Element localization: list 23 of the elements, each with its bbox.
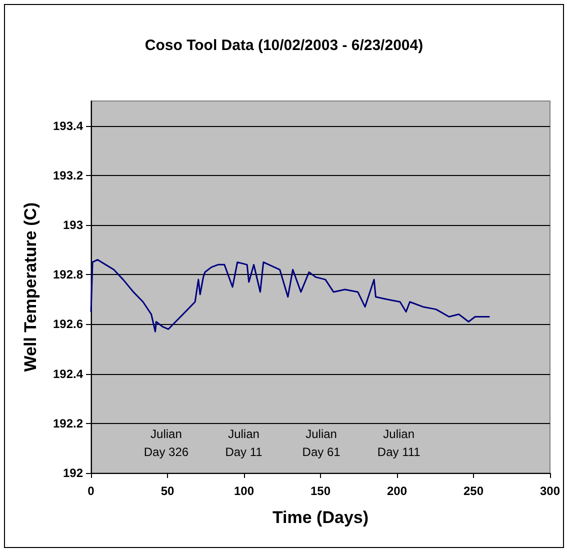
annotation: Julian Day 326 — [144, 427, 189, 459]
x-tick-label: 100 — [234, 484, 254, 498]
y-tick-label: 193.4 — [52, 118, 84, 133]
annotation: Julian Day 61 — [302, 427, 341, 459]
y-axis-title: Well Temperature (C) — [21, 202, 40, 372]
y-tick-label: 193 — [62, 218, 84, 232]
y-tick-label: 193.2 — [52, 168, 84, 182]
x-tick-label: 150 — [310, 484, 331, 498]
y-tick-label: 192.8 — [52, 268, 84, 282]
x-tick-label: 200 — [386, 484, 408, 498]
x-tick-label: 0 — [88, 484, 95, 498]
x-tick-label: 250 — [463, 484, 484, 498]
x-axis-title: Time (Days) — [272, 508, 369, 527]
annotation: Julian Day 111 — [377, 427, 421, 459]
line-series — [90, 258, 490, 332]
x-tick-label: 300 — [540, 484, 560, 498]
y-tick-label: 192 — [62, 466, 84, 480]
y-tick-label: 192.6 — [52, 317, 84, 332]
y-tick-label: 192.4 — [52, 366, 84, 381]
x-tick-label: 50 — [160, 484, 174, 498]
annotation: Julian Day 11 — [225, 427, 263, 459]
y-tick-label: 192.2 — [52, 416, 84, 430]
chart-title: Coso Tool Data (10/02/2003 - 6/23/2004) — [144, 37, 424, 54]
